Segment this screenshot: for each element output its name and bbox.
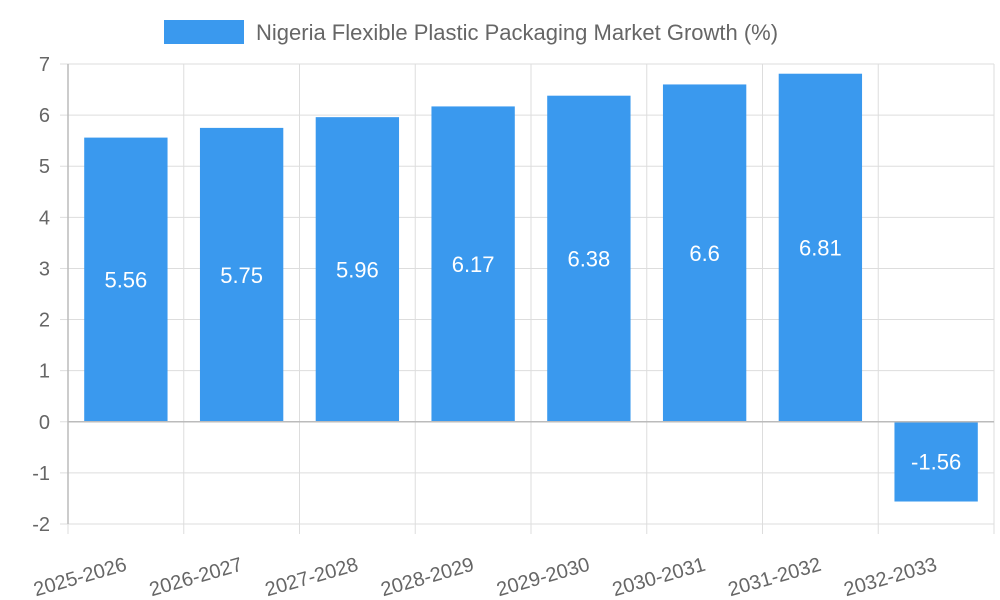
y-tick-label: 0 [39, 412, 50, 434]
bar[interactable] [547, 95, 631, 422]
x-tick-label: 2028-2029 [378, 554, 476, 600]
y-tick-label: 6 [39, 105, 50, 127]
y-tick-label: 7 [39, 54, 50, 76]
bar[interactable] [84, 137, 168, 422]
y-tick-label: -1 [32, 463, 50, 485]
bar-value-label: 5.56 [104, 268, 147, 293]
x-tick-label: 2031-2032 [726, 554, 824, 600]
bar[interactable] [199, 127, 284, 422]
x-axis: 2025-2026 2026-2027 2027-2028 2028-2029 2029… [31, 421, 994, 600]
legend-swatch [164, 20, 244, 44]
legend[interactable]: Nigeria Flexible Plastic Packaging Marke… [164, 20, 778, 45]
bar-value-label: 6.38 [567, 247, 610, 272]
y-tick-label: 1 [39, 361, 50, 383]
x-tick-label: 2027-2028 [263, 554, 361, 600]
bar[interactable] [662, 84, 747, 422]
bar-value-label: 6.6 [689, 241, 720, 266]
bar-value-label: 6.81 [799, 236, 842, 261]
y-tick-label: -2 [32, 514, 50, 536]
y-tick-label: 5 [39, 156, 50, 178]
bar-value-label: 6.17 [452, 252, 495, 277]
bar-value-label: 5.96 [336, 257, 379, 282]
bar[interactable] [894, 421, 978, 502]
bars [84, 73, 978, 502]
x-tick-label: 2025-2026 [31, 554, 129, 600]
x-tick-label: 2029-2030 [494, 554, 592, 600]
bar-value-label: 5.75 [220, 263, 263, 288]
bar[interactable] [315, 117, 400, 422]
x-tick-label: 2032-2033 [841, 554, 939, 600]
y-tick-label: 4 [39, 207, 50, 229]
y-axis: 7 6 5 4 3 2 1 0 -1 -2 [32, 54, 69, 536]
y-tick-label: 3 [39, 258, 50, 280]
bar[interactable] [431, 106, 515, 422]
x-tick-label: 2026-2027 [147, 554, 245, 600]
data-labels: 5.56 5.75 5.96 6.17 6.38 6.6 6.81 -1.56 [104, 236, 961, 475]
legend-label: Nigeria Flexible Plastic Packaging Marke… [256, 20, 778, 45]
x-tick-label: 2030-2031 [610, 554, 708, 600]
y-tick-label: 2 [39, 310, 50, 332]
bar-value-label: -1.56 [911, 450, 961, 475]
bar[interactable] [778, 73, 863, 422]
